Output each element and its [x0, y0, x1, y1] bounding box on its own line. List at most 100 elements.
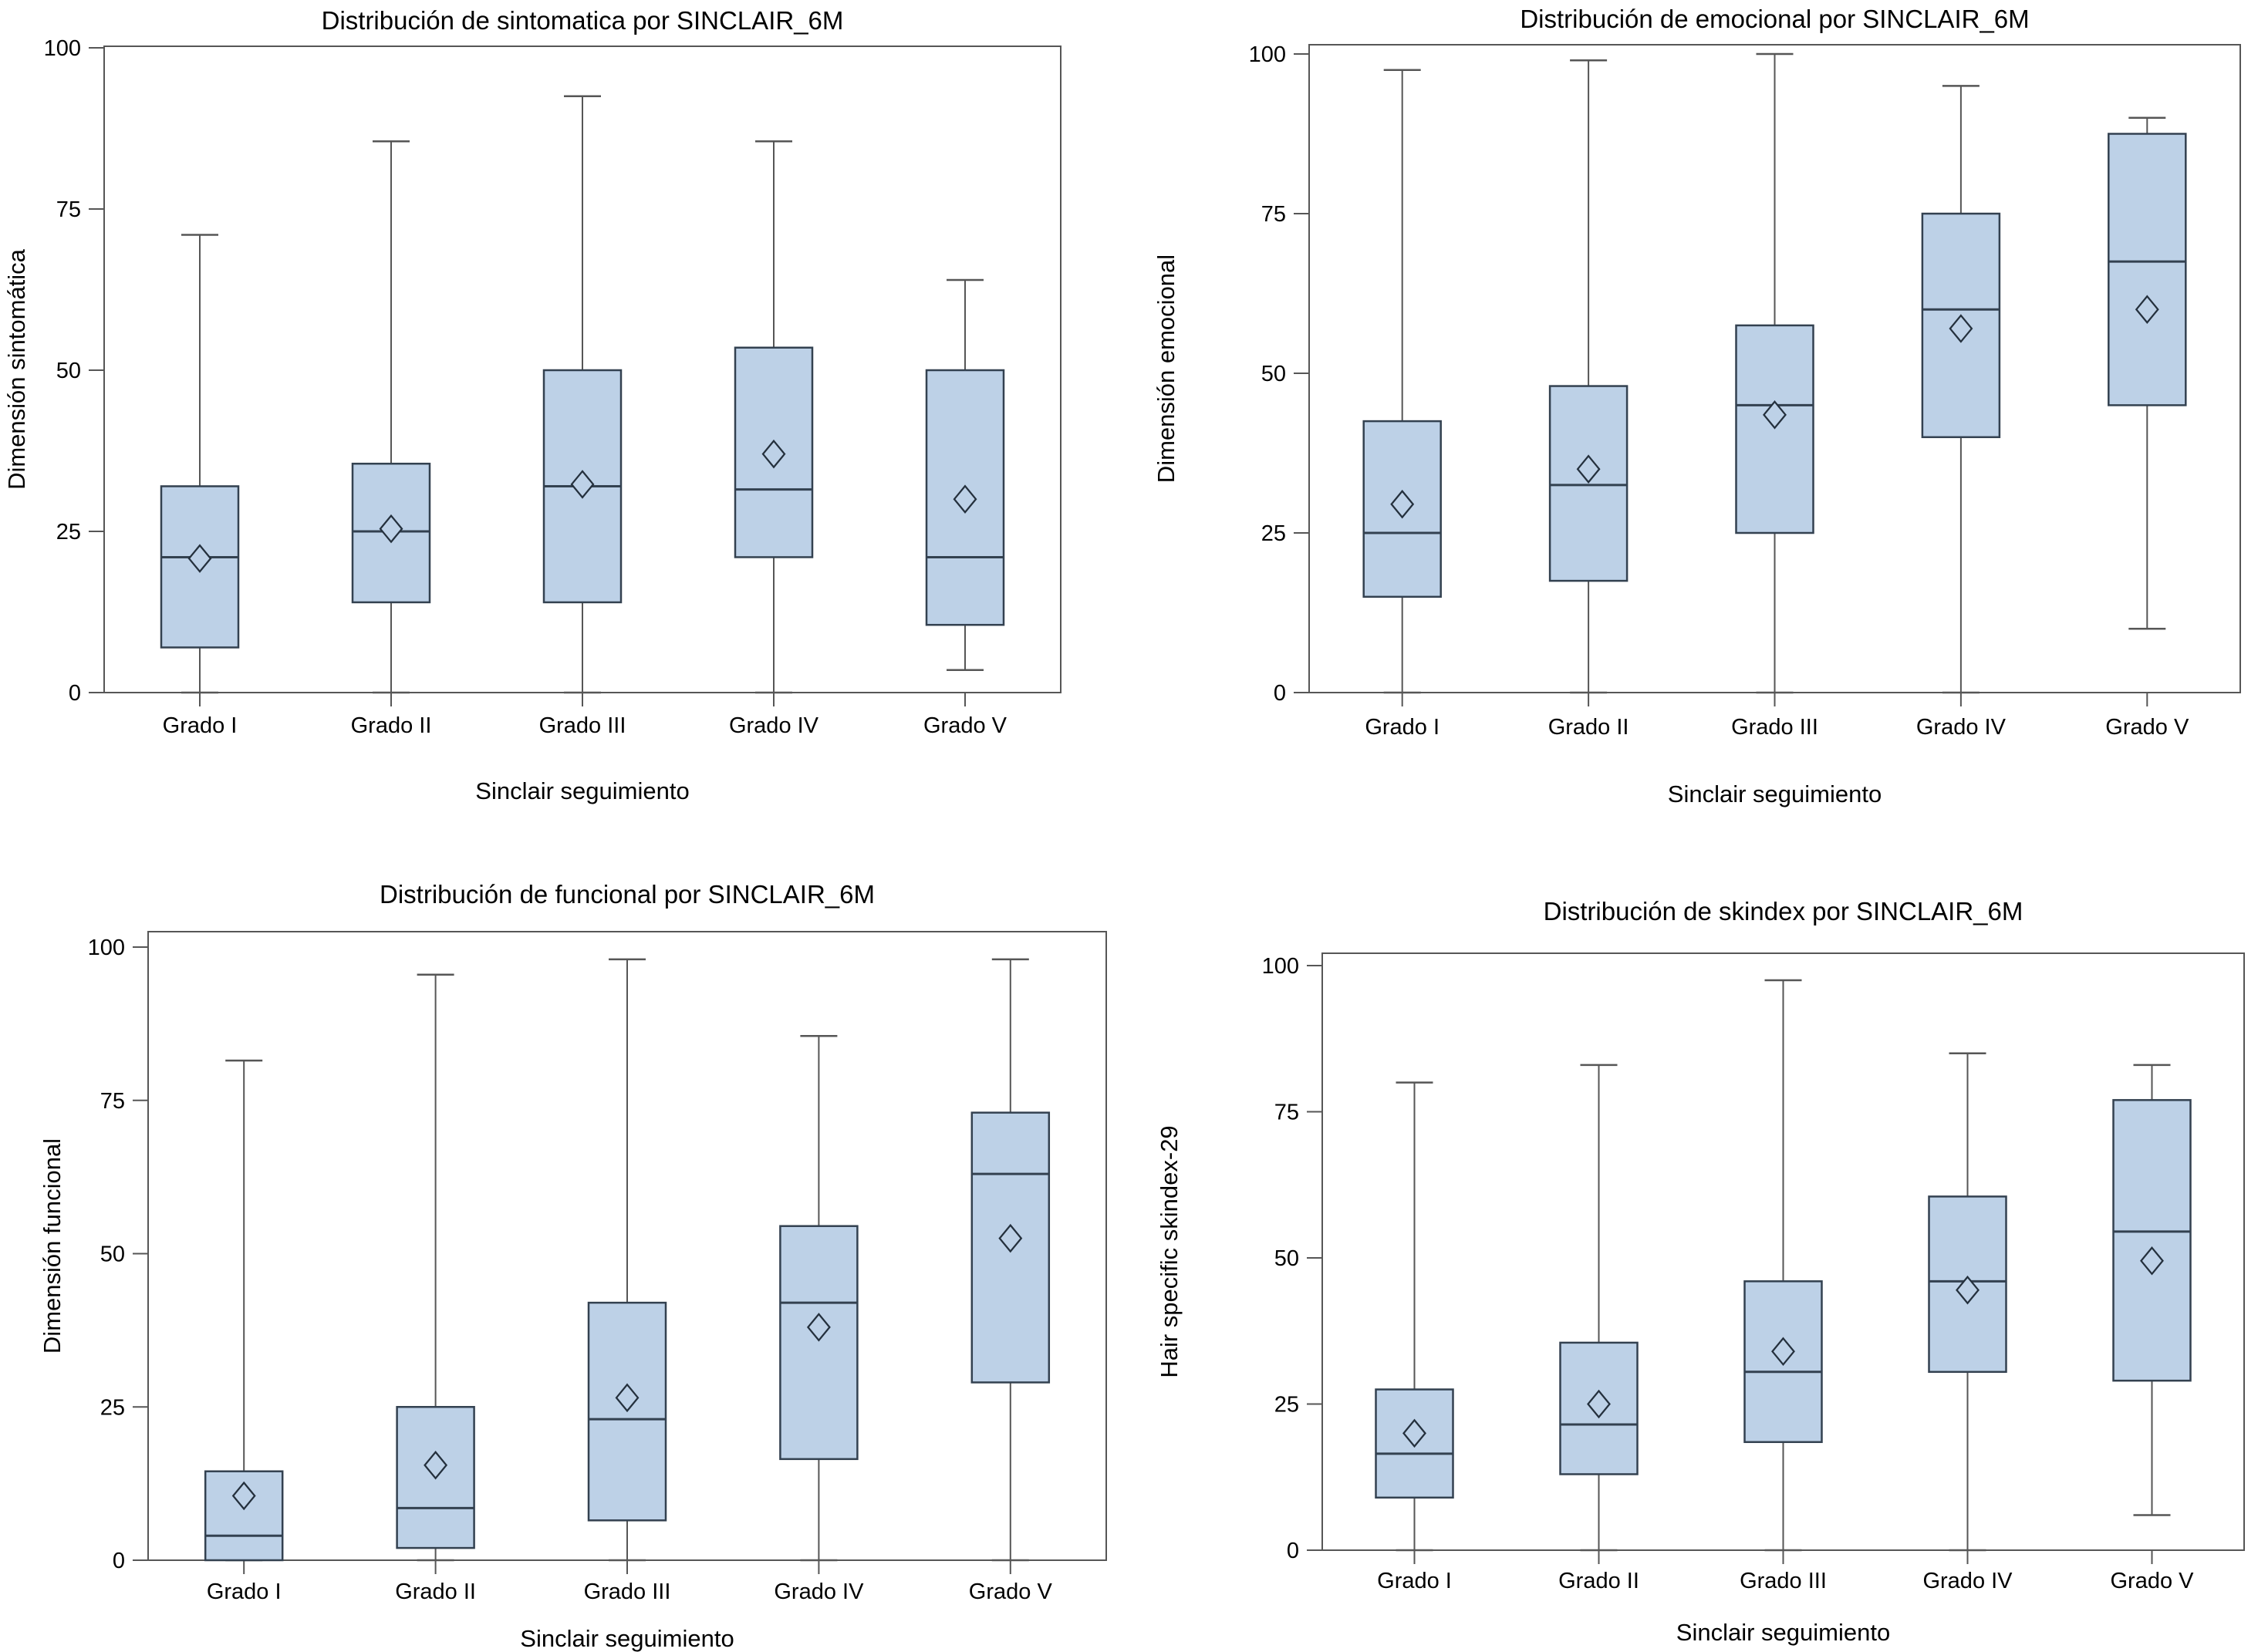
x-tick-label-grado-iv: Grado IV — [774, 1580, 864, 1604]
x-axis-label: Sinclair seguimiento — [520, 1625, 734, 1652]
y-tick-label: 0 — [113, 1549, 125, 1573]
iqr-box — [2112, 1099, 2192, 1382]
box-grado-v — [925, 278, 1005, 671]
x-tick-label-grado-ii: Grado II — [1558, 1569, 1639, 1593]
mean-diamond-marker — [570, 470, 595, 499]
box-grado-ii — [1559, 1064, 1639, 1552]
y-axis: 0 25 50 75 100 — [1262, 954, 1322, 1563]
mean-diamond-marker — [1763, 400, 1787, 430]
box-grado-i — [160, 234, 240, 694]
y-axis: 0 25 50 75 100 — [88, 936, 148, 1573]
y-axis-label: Dimensión funcional — [39, 1138, 66, 1354]
x-tick-label-grado-ii: Grado II — [1548, 715, 1629, 740]
y-tick-label: 25 — [100, 1395, 125, 1420]
y-tick-label: 75 — [100, 1089, 125, 1114]
chart-title: Distribución de sintomatica por SINCLAIR… — [322, 6, 844, 35]
chart-title: Distribución de funcional por SINCLAIR_6… — [380, 880, 875, 909]
x-tick-label-grado-ii: Grado II — [395, 1580, 476, 1604]
mean-diamond-marker — [1402, 1418, 1426, 1448]
x-tick-label-grado-iv: Grado IV — [1922, 1569, 2013, 1593]
x-tick-label-grado-iv: Grado IV — [729, 713, 819, 738]
x-tick-label-grado-i: Grado I — [163, 713, 238, 738]
mean-diamond-marker — [1390, 489, 1415, 519]
mean-diamond-marker — [953, 484, 977, 514]
chart-title: Distribución de skindex por SINCLAIR_6M — [1544, 897, 2023, 925]
mean-diamond-marker — [187, 544, 212, 573]
x-tick-label-grado-i: Grado I — [1365, 715, 1440, 740]
y-tick-label: 50 — [1274, 1246, 1299, 1271]
x-tick-label-grado-iii: Grado III — [1731, 715, 1818, 740]
mean-diamond-marker — [2140, 1246, 2164, 1276]
x-tick-label-grado-iii: Grado III — [1740, 1569, 1827, 1593]
y-tick-label: 75 — [1274, 1101, 1299, 1125]
x-axis-label: Sinclair seguimiento — [1676, 1619, 1890, 1646]
mean-diamond-marker — [1587, 1389, 1611, 1419]
chart-panel-skindex: Distribución de skindex por SINCLAIR_6M 0… — [1129, 826, 2258, 1652]
x-tick-label-grado-ii: Grado II — [351, 713, 432, 738]
y-tick-label: 100 — [44, 36, 81, 61]
mean-diamond-marker — [1956, 1275, 1980, 1305]
mean-diamond-marker — [379, 514, 403, 544]
mean-diamond-marker — [998, 1223, 1023, 1253]
box-grado-iii — [1743, 979, 1823, 1552]
box-grado-v — [2108, 116, 2187, 630]
box-grado-i — [204, 1059, 284, 1562]
x-tick-label-grado-iv: Grado IV — [1916, 715, 2007, 740]
boxplot-emocional: Distribución de emocional por SINCLAIR_6… — [1153, 5, 2241, 807]
iqr-box — [2108, 133, 2187, 406]
y-tick-label: 25 — [1274, 1393, 1299, 1418]
x-axis-label: Sinclair seguimiento — [475, 777, 689, 804]
box-grado-iii — [587, 958, 667, 1562]
box-grado-v — [970, 958, 1051, 1562]
chart-title: Distribución de emocional por SINCLAIR_6… — [1520, 5, 2029, 33]
box-grado-ii — [1548, 59, 1629, 694]
y-axis-label: Dimensión emocional — [1153, 255, 1180, 483]
mean-diamond-marker — [424, 1451, 448, 1480]
box-grado-ii — [396, 973, 475, 1562]
box-grado-iv — [1928, 1052, 2007, 1552]
y-axis: 0 25 50 75 100 — [44, 36, 104, 706]
y-tick-label: 25 — [56, 520, 81, 544]
mean-diamond-marker — [806, 1313, 831, 1342]
y-tick-label: 50 — [100, 1242, 125, 1267]
x-tick-label-grado-v: Grado V — [923, 713, 1007, 738]
chart-panel-sintomatica: Distribución de sintomatica por SINCLAIR… — [0, 0, 1129, 826]
mean-diamond-marker — [761, 439, 786, 469]
box-grado-iii — [542, 95, 623, 694]
iqr-box — [204, 1470, 284, 1562]
chart-panel-funcional: Distribución de funcional por SINCLAIR_6… — [0, 826, 1129, 1652]
x-axis-label: Sinclair seguimiento — [1668, 780, 1882, 807]
y-tick-label: 0 — [1274, 681, 1286, 706]
boxplot-skindex: Distribución de skindex por SINCLAIR_6M 0… — [1156, 897, 2245, 1646]
x-tick-label-grado-v: Grado V — [2111, 1569, 2195, 1593]
y-tick-label: 100 — [88, 936, 125, 960]
box-grado-ii — [351, 140, 431, 694]
x-tick-label-grado-iii: Grado III — [539, 713, 626, 738]
mean-diamond-marker — [1576, 454, 1601, 484]
y-tick-label: 100 — [1262, 954, 1299, 979]
y-tick-label: 75 — [1261, 202, 1286, 227]
mean-diamond-marker — [2135, 295, 2159, 324]
box-grado-i — [1362, 69, 1442, 694]
mean-diamond-marker — [231, 1481, 256, 1511]
y-tick-label: 25 — [1261, 521, 1286, 546]
y-tick-label: 50 — [56, 359, 81, 383]
chart-panel-emocional: Distribución de emocional por SINCLAIR_6… — [1129, 0, 2258, 826]
x-tick-label-grado-i: Grado I — [207, 1580, 282, 1604]
boxplot-sintomatica: Distribución de sintomatica por SINCLAIR… — [3, 6, 1061, 804]
mean-diamond-marker — [615, 1383, 640, 1413]
y-tick-label: 50 — [1261, 362, 1286, 386]
mean-diamond-marker — [1949, 314, 1973, 343]
iqr-box — [779, 1225, 859, 1461]
y-tick-label: 75 — [56, 197, 81, 222]
y-axis-label: Dimensión sintomática — [3, 248, 30, 490]
box-grado-iv — [1921, 85, 2001, 694]
y-tick-label: 100 — [1249, 42, 1286, 67]
y-tick-label: 0 — [1287, 1539, 1299, 1563]
y-axis: 0 25 50 75 100 — [1249, 42, 1309, 706]
box-grado-i — [1375, 1081, 1454, 1552]
box-grado-iii — [1735, 52, 1814, 694]
y-tick-label: 0 — [69, 681, 81, 706]
x-tick-label-grado-v: Grado V — [2105, 715, 2189, 740]
